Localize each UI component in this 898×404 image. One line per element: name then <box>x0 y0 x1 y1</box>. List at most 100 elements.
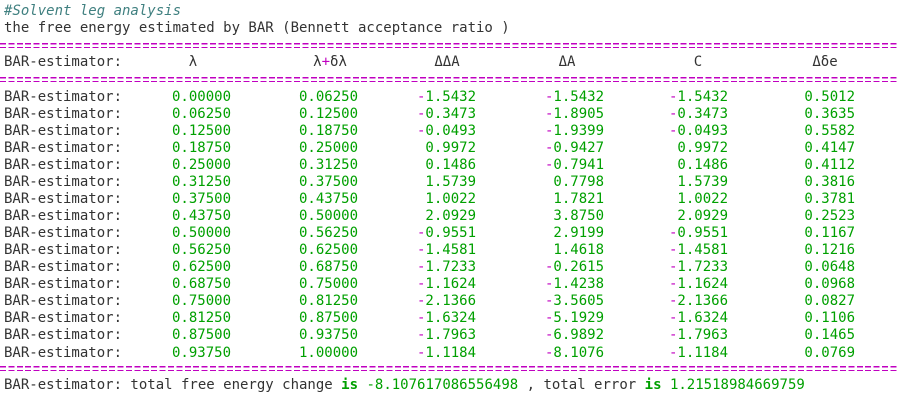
cell: 0.1167 <box>804 225 855 242</box>
cell: 0.06250 <box>298 88 358 105</box>
cell: 1.0022 <box>425 190 476 207</box>
cell: 0.62500 <box>171 259 231 276</box>
header-cell: ΔA <box>558 54 576 70</box>
cell: 0.56250 <box>171 242 231 259</box>
cell: 0.12500 <box>171 122 231 139</box>
cell: -1.8905 <box>544 105 604 122</box>
cell: -1.7233 <box>668 259 728 276</box>
cell: 0.9972 <box>677 139 728 156</box>
cell: 2.0929 <box>677 207 728 224</box>
cell: 0.37500 <box>298 173 358 190</box>
cell: 0.81250 <box>298 293 358 310</box>
cell: 0.87500 <box>298 310 358 327</box>
cell: -0.9427 <box>544 139 604 156</box>
cell: -1.4581 <box>416 242 476 259</box>
cell: 0.62500 <box>298 242 358 259</box>
row-label: BAR-estimator: <box>4 276 123 293</box>
summary: BAR-estimator: total free energy change … <box>4 377 805 394</box>
cell: 0.5582 <box>804 122 855 139</box>
cell: 0.1106 <box>804 310 855 327</box>
total-error: 1.21518984669759 <box>669 377 805 393</box>
cell: 0.1486 <box>425 156 476 173</box>
header-cell: ΔΔA <box>434 54 460 70</box>
cell: -1.1184 <box>416 344 476 361</box>
cell: -8.1076 <box>544 344 604 361</box>
cell: 3.8750 <box>553 207 604 224</box>
cell: 0.0769 <box>804 344 855 361</box>
cell: 0.50000 <box>298 207 358 224</box>
cell: 0.68750 <box>171 276 231 293</box>
cell: 0.25000 <box>298 139 358 156</box>
total-change: -8.107617086556498 <box>366 377 519 393</box>
cell: 0.4112 <box>804 156 855 173</box>
header-cell: BAR-estimator: <box>4 54 123 70</box>
row-label: BAR-estimator: <box>4 344 123 361</box>
header-cell: C <box>693 54 703 70</box>
cell: -0.0493 <box>416 122 476 139</box>
cell: -1.5432 <box>416 88 476 105</box>
row-label: BAR-estimator: <box>4 105 123 122</box>
cell: -1.6324 <box>668 310 728 327</box>
cell: -5.1929 <box>544 310 604 327</box>
summary-separator: , total error <box>526 377 637 393</box>
cell: 0.06250 <box>171 105 231 122</box>
cell: -2.1366 <box>416 293 476 310</box>
cell: 0.0648 <box>804 259 855 276</box>
cell: -1.4238 <box>544 276 604 293</box>
row-label: BAR-estimator: <box>4 259 123 276</box>
cell: -1.1624 <box>668 276 728 293</box>
row-label: BAR-estimator: <box>4 293 123 310</box>
cell: 1.00000 <box>298 344 358 361</box>
cell: -3.5605 <box>544 293 604 310</box>
row-label: BAR-estimator: <box>4 190 123 207</box>
cell: 0.43750 <box>171 207 231 224</box>
cell: -1.7233 <box>416 259 476 276</box>
row-label: BAR-estimator: <box>4 139 123 156</box>
cell: 0.7798 <box>553 173 604 190</box>
cell: 1.5739 <box>677 173 728 190</box>
header-cell: λ+δλ <box>313 54 347 70</box>
cell: 0.3635 <box>804 105 855 122</box>
cell: 0.5012 <box>804 88 855 105</box>
keyword: is <box>644 377 662 393</box>
cell: 0.1486 <box>677 156 728 173</box>
cell: -0.9551 <box>668 225 728 242</box>
cell: -1.5432 <box>544 88 604 105</box>
cell: 2.9199 <box>553 225 604 242</box>
cell: -1.9399 <box>544 122 604 139</box>
cell: 2.0929 <box>425 207 476 224</box>
summary-prefix: BAR-estimator: total free energy change <box>4 377 333 393</box>
cell: 0.2523 <box>804 207 855 224</box>
cell: -0.2615 <box>544 259 604 276</box>
cell: 0.31250 <box>298 156 358 173</box>
cell: 0.81250 <box>171 310 231 327</box>
cell: -1.5432 <box>668 88 728 105</box>
keyword: is <box>341 377 359 393</box>
cell: 0.31250 <box>171 173 231 190</box>
cell: 1.0022 <box>677 190 728 207</box>
cell: 0.43750 <box>298 190 358 207</box>
cell: 0.1216 <box>804 242 855 259</box>
header-cell: λ <box>188 54 198 70</box>
header-cell: Δδe <box>812 54 838 70</box>
cell: 1.4618 <box>553 242 604 259</box>
cell: -0.7941 <box>544 156 604 173</box>
cell: -1.1184 <box>668 344 728 361</box>
cell: 0.4147 <box>804 139 855 156</box>
cell: 1.5739 <box>425 173 476 190</box>
cell: 0.3816 <box>804 173 855 190</box>
cell: -1.6324 <box>416 310 476 327</box>
row-label: BAR-estimator: <box>4 88 123 105</box>
cell: 0.50000 <box>171 225 231 242</box>
cell: 0.00000 <box>171 88 231 105</box>
cell: 1.7821 <box>553 190 604 207</box>
row-label: BAR-estimator: <box>4 173 123 190</box>
comment: #Solvent leg analysis <box>4 3 182 19</box>
cell: -1.1624 <box>416 276 476 293</box>
cell: 0.12500 <box>298 105 358 122</box>
cell: 0.18750 <box>298 122 358 139</box>
row-label: BAR-estimator: <box>4 156 123 173</box>
cell: 0.75000 <box>298 276 358 293</box>
cell: 0.1465 <box>804 327 855 344</box>
